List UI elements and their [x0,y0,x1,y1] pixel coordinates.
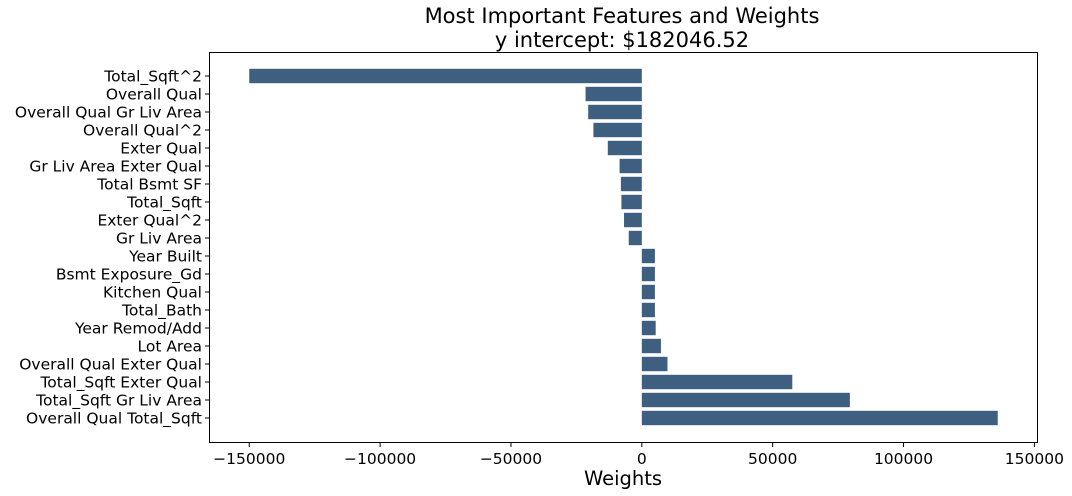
bar [641,248,655,264]
y-tick-label: Overall Qual [106,86,202,104]
y-tick-label: Kitchen Qual [103,284,202,302]
bar [641,410,998,426]
bars-group [249,68,998,426]
chart-title: Most Important Features and Weights [425,4,820,28]
chart-subtitle: y intercept: $182046.52 [495,28,749,52]
y-tick-label: Exter Qual^2 [97,212,202,230]
y-tick-label: Total_Bath [121,302,202,321]
y-tick-label: Overall Qual Gr Liv Area [15,104,202,122]
y-tick-label: Year Built [128,248,202,266]
x-axis-label: Weights [584,467,662,490]
x-axis: −150000 −100000 −50000 0 50000 100000 150000 [213,442,1064,468]
y-tick-label: Overall Qual^2 [83,122,202,140]
x-tick-label: 0 [637,450,647,468]
bar [621,194,642,210]
y-tick-label: Exter Qual [120,140,202,158]
bar [607,140,642,156]
y-tick-label: Total Bsmt SF [96,176,202,194]
bar [620,176,642,192]
bar [628,230,642,246]
bar [641,284,655,300]
y-tick-label: Gr Liv Area [116,230,202,248]
x-tick-label: 50000 [748,450,797,468]
x-tick-label: −150000 [213,450,285,468]
y-tick-label: Overall Qual Total_Sqft [26,410,202,429]
x-tick-label: 100000 [874,450,933,468]
bar [249,68,642,84]
bar [641,338,661,354]
bar [624,212,642,228]
bar [585,86,642,102]
bar [641,320,656,336]
y-tick-label: Gr Liv Area Exter Qual [29,158,202,176]
y-tick-label: Total_Sqft [126,194,202,213]
bar [641,356,668,372]
bar [641,266,655,282]
bar [641,374,793,390]
y-tick-label: Bsmt Exposure_Gd [56,266,202,285]
x-tick-label: −100000 [344,450,416,468]
y-tick-label: Total_Sqft^2 [103,68,202,87]
y-tick-label: Total_Sqft Gr Liv Area [35,392,202,411]
x-tick-label: 150000 [1005,450,1064,468]
bar [641,302,655,318]
y-tick-label: Overall Qual Exter Qual [19,356,202,374]
bar [619,158,642,174]
bar [593,122,642,138]
y-tick-label: Total_Sqft Exter Qual [39,374,202,393]
y-tick-label: Lot Area [137,338,202,356]
y-tick-label: Year Remod/Add [74,320,202,338]
plot-frame [209,52,1038,443]
x-tick-label: −50000 [480,450,542,468]
bar [641,392,850,408]
bar [588,104,642,120]
